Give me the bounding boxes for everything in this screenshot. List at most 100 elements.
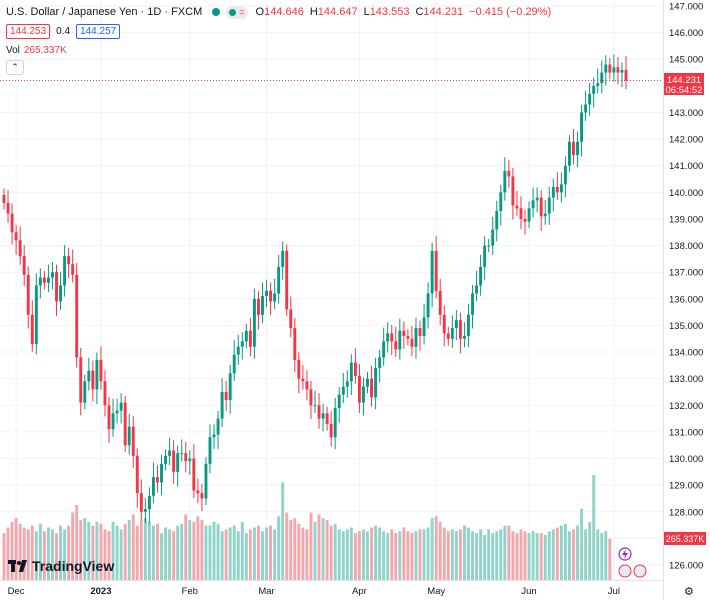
candle-body bbox=[325, 413, 329, 424]
volume-bar bbox=[543, 535, 547, 580]
candle-body bbox=[616, 67, 620, 73]
candle-body bbox=[240, 341, 244, 347]
candle-body bbox=[329, 423, 333, 438]
volume-label: Vol bbox=[6, 45, 20, 56]
candle-body bbox=[139, 493, 143, 512]
volume-bar bbox=[172, 531, 176, 580]
equals-icon: = bbox=[239, 6, 245, 17]
candle-body bbox=[620, 69, 624, 73]
volume-bar bbox=[458, 529, 462, 580]
volume-bar bbox=[244, 533, 248, 580]
candle-body bbox=[160, 463, 163, 483]
volume-bar bbox=[414, 531, 418, 580]
collapse-legend-button[interactable]: ⌃ bbox=[6, 60, 24, 75]
volume-bar bbox=[10, 521, 14, 580]
chart-grid bbox=[0, 0, 663, 580]
volume-bar bbox=[475, 533, 479, 580]
volume-bar bbox=[248, 529, 252, 580]
price-tick-label: 130.000 bbox=[669, 454, 703, 465]
volume-bar bbox=[370, 527, 373, 580]
volume-bar bbox=[600, 533, 604, 580]
time-tick-label: Mar bbox=[258, 586, 274, 597]
candle-body bbox=[30, 314, 34, 345]
volume-bar bbox=[176, 525, 180, 580]
volume-legend[interactable]: Vol 265.337K bbox=[6, 45, 67, 56]
candle-body bbox=[454, 320, 458, 329]
volume-bar bbox=[46, 527, 50, 580]
candle-body bbox=[563, 165, 567, 185]
candle-body bbox=[55, 272, 58, 302]
candle-body bbox=[572, 141, 575, 156]
candle-body bbox=[147, 495, 151, 510]
time-tick-label: Feb bbox=[182, 586, 198, 597]
candle-body bbox=[475, 285, 479, 294]
volume-bar bbox=[426, 527, 430, 580]
candle-body bbox=[458, 320, 462, 339]
symbol-title[interactable]: U.S. Dollar / Japanese Yen · 1D · FXCM bbox=[6, 6, 203, 18]
volume-bar bbox=[483, 535, 487, 580]
candle-body bbox=[531, 200, 535, 209]
buy-button[interactable]: 144.257 bbox=[76, 24, 121, 39]
time-axis[interactable]: Dec 2023 Feb Mar Apr May Jun Jul bbox=[8, 586, 620, 597]
candle-body bbox=[277, 266, 281, 294]
candle-body bbox=[333, 407, 337, 438]
volume-bar bbox=[95, 521, 99, 580]
candle-body bbox=[584, 104, 588, 113]
volume-bar bbox=[204, 525, 208, 580]
candle-body bbox=[479, 266, 483, 286]
volume-bar bbox=[147, 521, 151, 580]
candle-body bbox=[353, 362, 357, 377]
candle-body bbox=[309, 389, 313, 406]
indicators-toggle[interactable]: = bbox=[226, 5, 248, 19]
price-axis[interactable]: 126.000127.000128.000129.000130.000131.0… bbox=[669, 2, 703, 572]
us-flag-icon[interactable] bbox=[618, 564, 632, 578]
us-flag-icon[interactable] bbox=[633, 564, 647, 578]
volume-bar bbox=[329, 525, 333, 580]
volume-bar bbox=[151, 525, 155, 580]
price-tick-label: 126.000 bbox=[669, 561, 703, 572]
volume-bar bbox=[317, 514, 321, 580]
candle-body bbox=[305, 381, 309, 390]
volume-bar bbox=[216, 523, 220, 580]
price-tick-label: 141.000 bbox=[669, 161, 703, 172]
volume-bar bbox=[164, 527, 168, 580]
candle-body bbox=[450, 328, 454, 339]
candle-body bbox=[252, 298, 256, 347]
volume-bar bbox=[297, 523, 301, 580]
symbol-legend[interactable]: U.S. Dollar / Japanese Yen · 1D · FXCM =… bbox=[6, 4, 551, 20]
candle-body bbox=[527, 208, 531, 222]
chart-settings-icon[interactable]: ⚙ bbox=[684, 586, 694, 598]
volume-bar bbox=[261, 531, 264, 580]
candle-body bbox=[6, 202, 10, 214]
volume-bar bbox=[131, 514, 135, 580]
volume-bar bbox=[450, 529, 454, 580]
candle-body bbox=[422, 317, 426, 337]
candle-body bbox=[220, 391, 224, 419]
candle-body bbox=[87, 370, 91, 382]
candle-body bbox=[410, 338, 414, 347]
volume-badge-value: 265.337K bbox=[666, 534, 705, 544]
candle-body bbox=[83, 381, 87, 403]
candle-body bbox=[543, 213, 547, 217]
price-tick-label: 145.000 bbox=[669, 55, 703, 66]
volume-bar bbox=[51, 529, 54, 580]
volume-bar bbox=[568, 531, 571, 580]
tradingview-logo[interactable]: TradingView bbox=[8, 558, 114, 574]
green-dot-icon bbox=[229, 8, 237, 16]
candle-body bbox=[337, 394, 341, 408]
volume-bar bbox=[18, 523, 22, 580]
volume-bar bbox=[511, 531, 515, 580]
volume-bar bbox=[386, 533, 390, 580]
volume-bar bbox=[454, 531, 458, 580]
candle-body bbox=[184, 453, 188, 462]
event-markers[interactable] bbox=[618, 547, 647, 578]
candle-body bbox=[467, 314, 470, 337]
volume-bar bbox=[63, 529, 67, 580]
candle-body bbox=[51, 272, 54, 278]
volume-bar bbox=[495, 531, 499, 580]
volume-bar bbox=[374, 525, 378, 580]
candle-body bbox=[143, 509, 147, 512]
candle-body bbox=[507, 171, 511, 177]
sell-button[interactable]: 144.253 bbox=[6, 24, 51, 39]
